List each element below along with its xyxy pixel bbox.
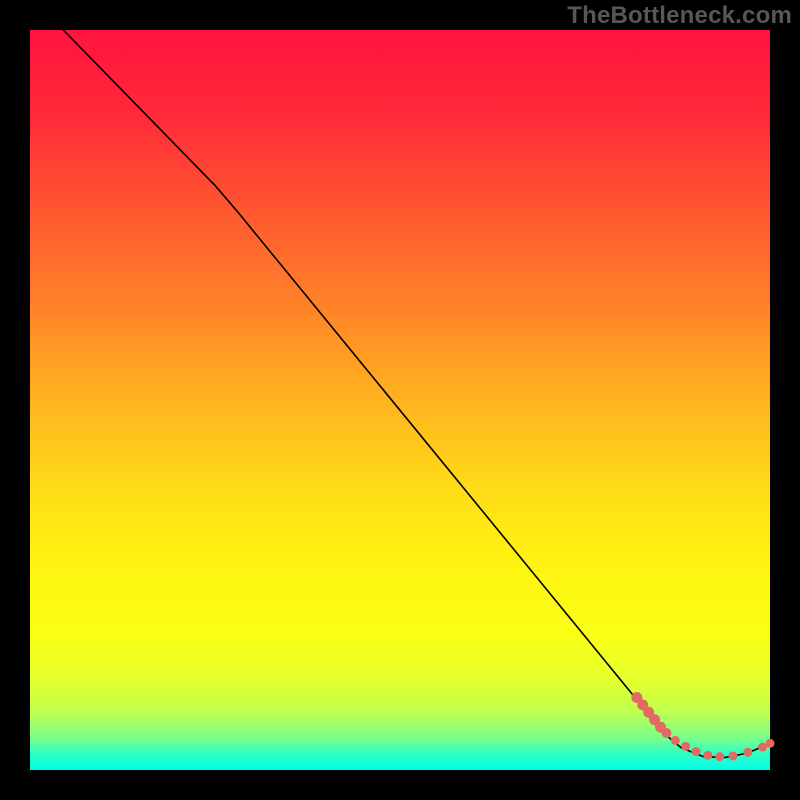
data-point: [743, 748, 752, 757]
watermark-text: TheBottleneck.com: [567, 2, 792, 30]
data-point: [671, 736, 680, 745]
bottleneck-chart: [0, 0, 800, 800]
data-point: [766, 739, 775, 748]
data-point: [692, 747, 701, 756]
plot-background: [30, 30, 770, 770]
chart-container: { "watermark": "TheBottleneck.com", "cha…: [0, 0, 800, 800]
data-point: [729, 751, 738, 760]
data-point: [681, 742, 690, 751]
data-point: [661, 728, 671, 738]
data-point: [715, 752, 724, 761]
data-point: [703, 751, 712, 760]
